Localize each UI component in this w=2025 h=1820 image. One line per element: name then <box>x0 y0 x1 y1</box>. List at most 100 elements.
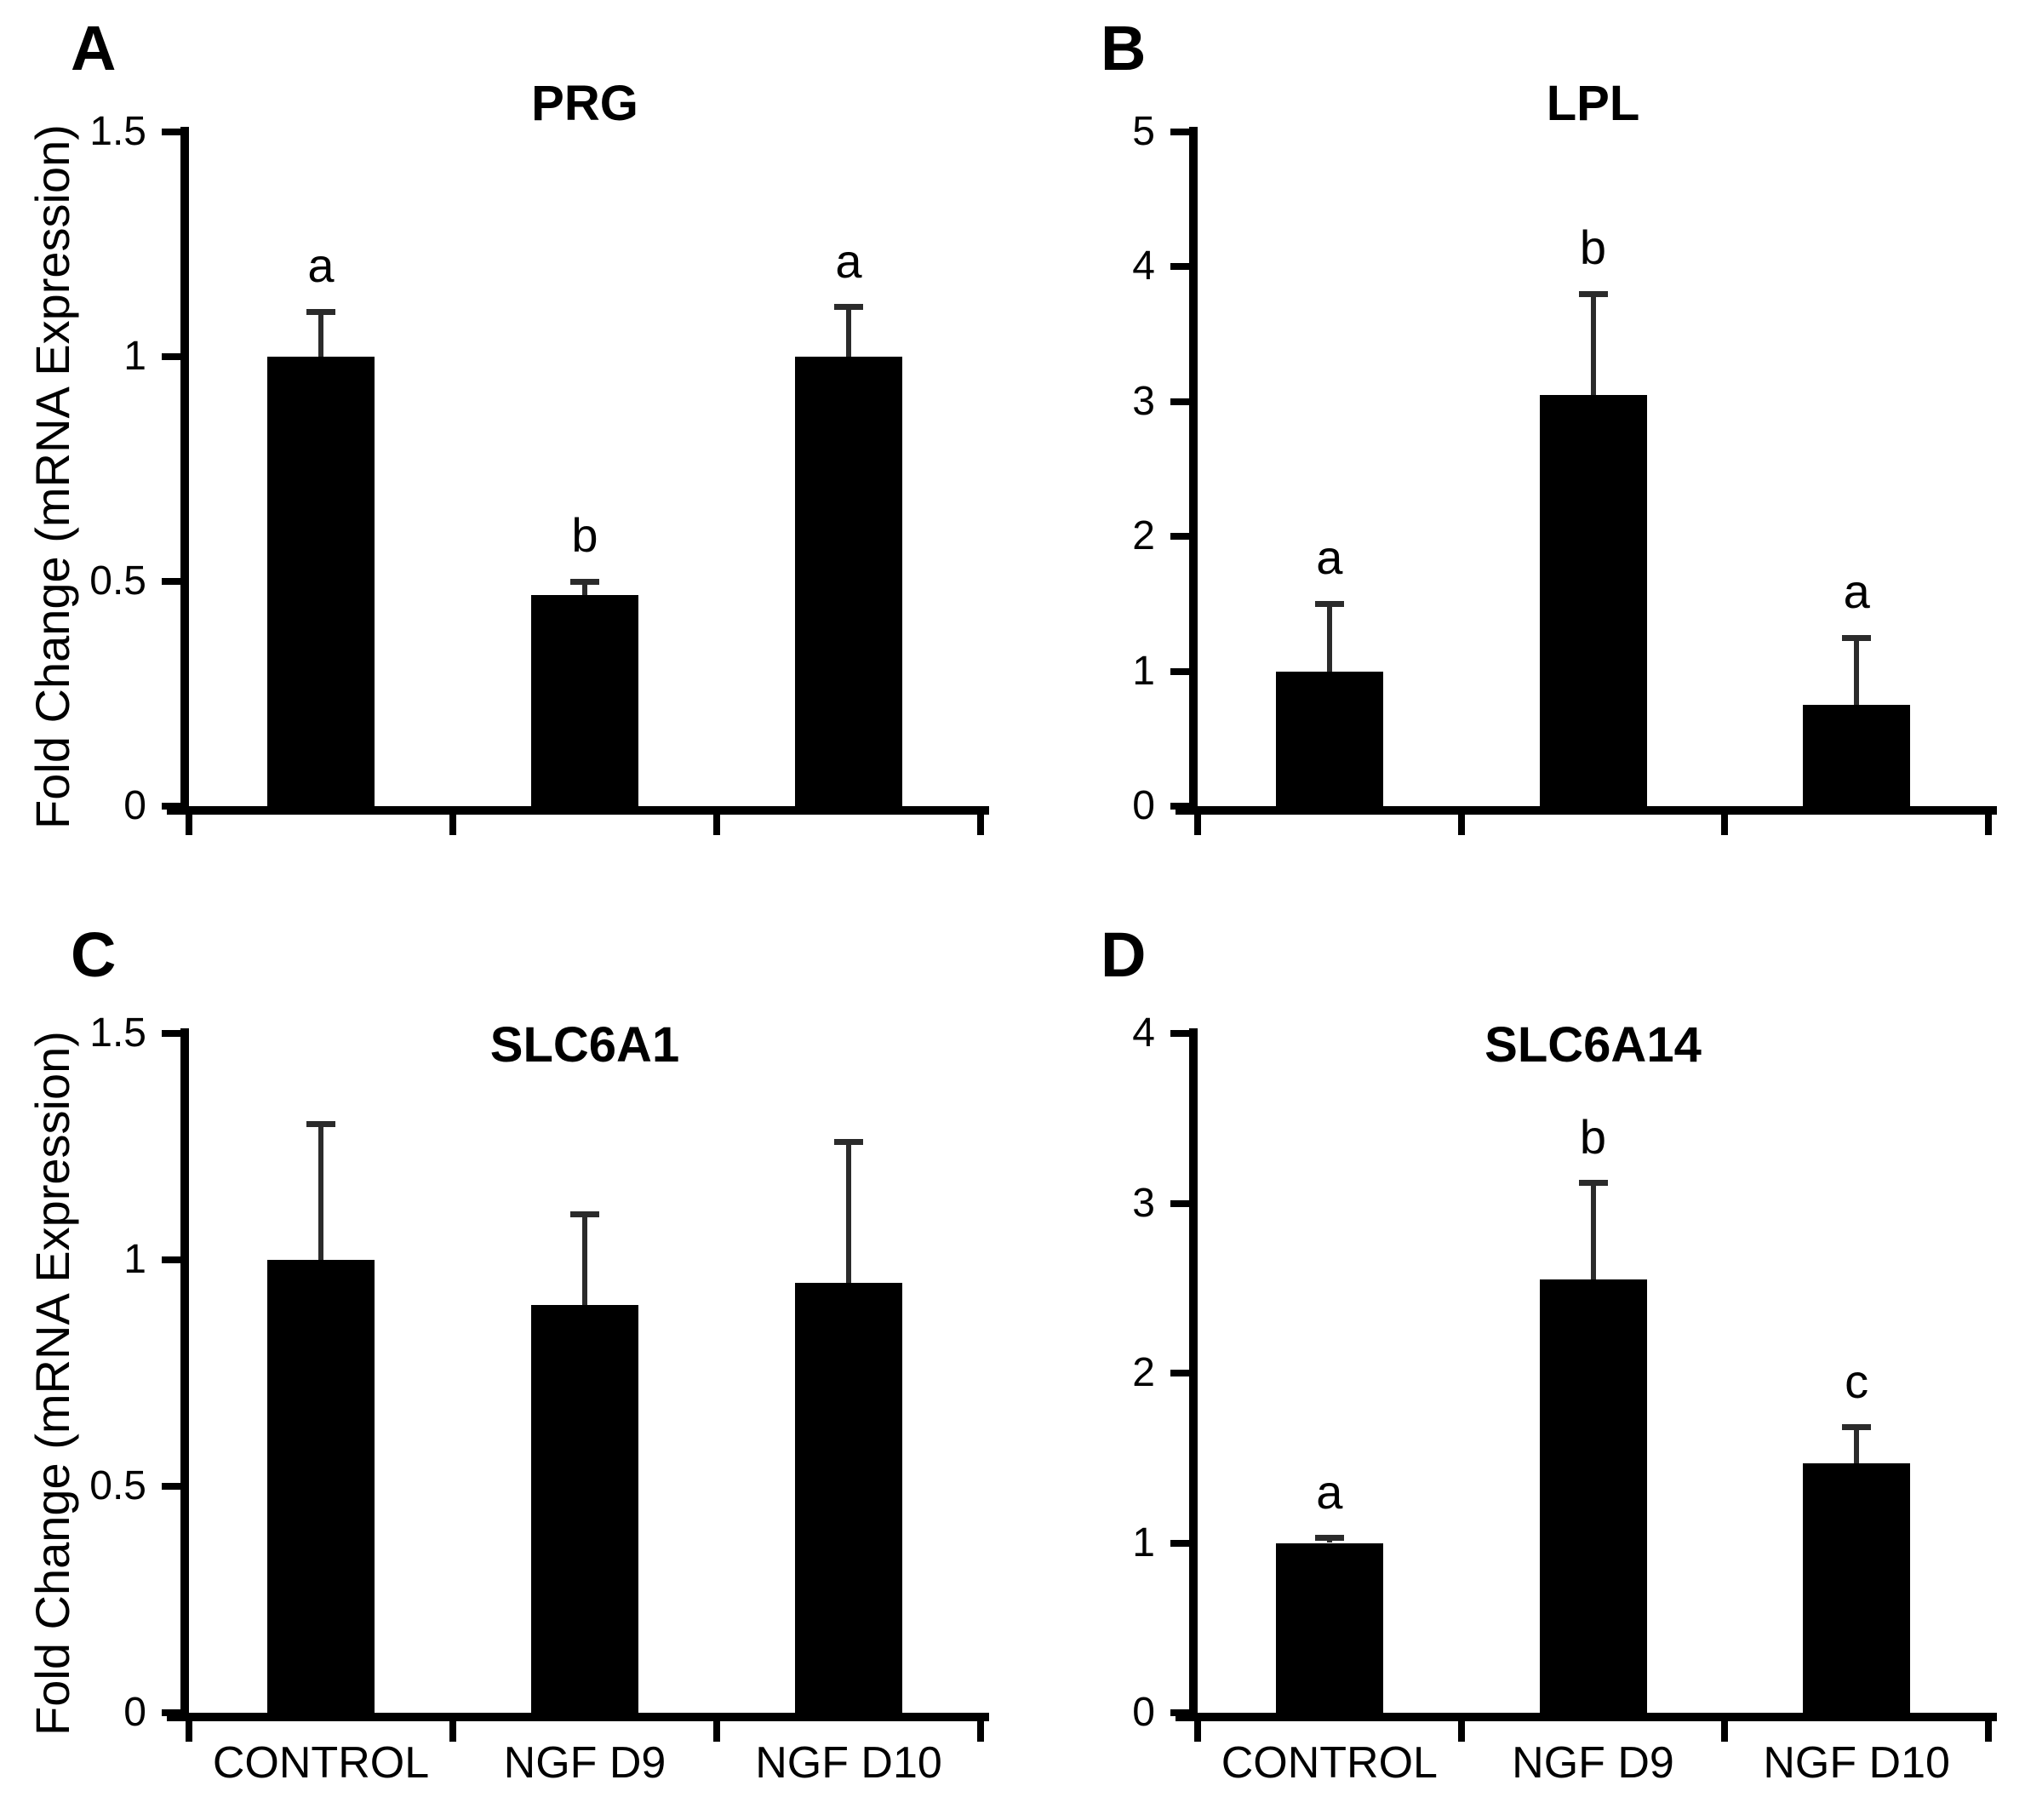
bar-a-2 <box>795 357 902 806</box>
error-bar-c-2 <box>846 1142 851 1283</box>
bar-d-1 <box>1539 1279 1647 1713</box>
y-tick-d-0 <box>1170 1709 1189 1716</box>
y-tick-c-0 <box>162 1709 180 1716</box>
y-tick-d-1 <box>1170 1539 1189 1547</box>
error-bar-a-2 <box>846 306 851 357</box>
x-tick-a-3 <box>977 815 984 835</box>
error-bar-b-0 <box>1326 604 1332 672</box>
y-tick-label-b-2: 2 <box>1132 513 1155 559</box>
x-axis-line-b <box>1176 806 1997 815</box>
y-tick-label-a-0: 0 <box>123 783 146 828</box>
y-tick-d-3 <box>1170 1199 1189 1207</box>
error-bar-a-0 <box>318 312 323 357</box>
bar-d-0 <box>1275 1542 1383 1713</box>
y-tick-label-c-1.5: 1.5 <box>89 1010 146 1056</box>
y-tick-b-3 <box>1170 398 1189 405</box>
error-bar-cap-a-1 <box>570 578 599 585</box>
panel-d-letter: D <box>1101 919 1147 990</box>
error-bar-cap-b-1 <box>1578 290 1608 297</box>
error-bar-cap-a-0 <box>306 308 335 315</box>
x-tick-b-3 <box>1985 815 1992 835</box>
bar-c-2 <box>795 1282 902 1713</box>
error-bar-cap-c-1 <box>570 1211 599 1218</box>
y-tick-b-1 <box>1170 667 1189 675</box>
error-bar-cap-b-0 <box>1314 600 1344 607</box>
y-tick-c-0.5 <box>162 1483 180 1490</box>
y-tick-b-4 <box>1170 263 1189 271</box>
y-tick-a-0.5 <box>162 578 180 585</box>
error-bar-cap-c-2 <box>834 1139 863 1146</box>
significance-letter-b-0: a <box>1316 530 1343 585</box>
error-bar-d-2 <box>1854 1427 1860 1463</box>
y-tick-label-b-4: 4 <box>1132 243 1155 289</box>
y-tick-d-2 <box>1170 1370 1189 1376</box>
x-axis-line-a <box>167 806 989 815</box>
y-tick-label-a-1: 1 <box>123 334 146 379</box>
x-tick-c-0 <box>186 1721 192 1742</box>
significance-letter-a-0: a <box>307 238 335 293</box>
panel-c-letter: C <box>71 919 117 990</box>
y-tick-c-1 <box>162 1256 180 1263</box>
x-tick-b-1 <box>1457 815 1465 835</box>
error-bar-b-1 <box>1590 294 1596 395</box>
x-tick-c-3 <box>977 1721 984 1742</box>
y-tick-label-a-1.5: 1.5 <box>89 109 146 154</box>
category-label-c-0: CONTROL <box>212 1738 430 1788</box>
error-bar-a-1 <box>582 581 587 595</box>
error-bar-cap-b-2 <box>1842 634 1872 641</box>
category-label-c-1: NGF D9 <box>503 1738 666 1788</box>
significance-letter-d-0: a <box>1316 1464 1343 1519</box>
x-tick-c-1 <box>449 1721 456 1742</box>
y-tick-label-b-3: 3 <box>1132 378 1155 424</box>
significance-letter-d-2: c <box>1845 1354 1869 1408</box>
bar-b-0 <box>1275 671 1383 806</box>
category-label-d-0: CONTROL <box>1221 1738 1438 1788</box>
x-tick-a-1 <box>449 815 456 835</box>
y-tick-a-1 <box>162 353 180 360</box>
y-tick-label-d-4: 4 <box>1132 1010 1155 1056</box>
bar-b-2 <box>1803 705 1911 806</box>
y-axis-line-a <box>180 127 189 815</box>
significance-letter-d-1: b <box>1579 1109 1607 1164</box>
y-tick-label-b-0: 0 <box>1132 783 1155 828</box>
y-tick-label-b-5: 5 <box>1132 109 1155 154</box>
panel-c-title: SLC6A1 <box>489 1017 680 1073</box>
y-tick-b-2 <box>1170 533 1189 541</box>
y-tick-label-c-0: 0 <box>123 1690 146 1735</box>
error-bar-cap-d-1 <box>1578 1180 1608 1187</box>
bar-a-0 <box>267 357 375 806</box>
error-bar-cap-d-0 <box>1314 1535 1344 1541</box>
significance-letter-b-2: a <box>1843 564 1870 618</box>
error-bar-cap-a-2 <box>834 304 863 311</box>
y-tick-label-c-0.5: 0.5 <box>89 1463 146 1508</box>
panel-a-letter: A <box>71 13 117 83</box>
y-tick-a-0 <box>162 803 180 810</box>
error-bar-cap-d-2 <box>1842 1424 1872 1431</box>
category-label-c-2: NGF D10 <box>755 1738 942 1788</box>
panel-a-title: PRG <box>531 76 638 131</box>
significance-letter-a-2: a <box>835 233 862 288</box>
x-tick-d-1 <box>1457 1721 1465 1742</box>
error-bar-b-2 <box>1854 638 1860 706</box>
y-tick-a-1.5 <box>162 129 180 135</box>
y-tick-label-d-1: 1 <box>1132 1520 1155 1565</box>
y-axis-line-b <box>1189 127 1198 815</box>
y-tick-label-d-2: 2 <box>1132 1350 1155 1395</box>
x-tick-d-2 <box>1721 1721 1729 1742</box>
y-tick-b-0 <box>1170 803 1189 810</box>
bar-c-1 <box>531 1305 638 1713</box>
error-bar-cap-c-0 <box>306 1120 335 1127</box>
panel-b-letter: B <box>1101 13 1147 83</box>
x-tick-a-0 <box>186 815 192 835</box>
x-axis-line-c <box>167 1713 989 1721</box>
x-tick-b-2 <box>1721 815 1729 835</box>
category-label-d-1: NGF D9 <box>1512 1738 1674 1788</box>
category-label-d-2: NGF D10 <box>1763 1738 1950 1788</box>
y-tick-b-5 <box>1170 129 1189 135</box>
significance-letter-a-1: b <box>571 508 598 562</box>
y-tick-label-c-1: 1 <box>123 1237 146 1282</box>
